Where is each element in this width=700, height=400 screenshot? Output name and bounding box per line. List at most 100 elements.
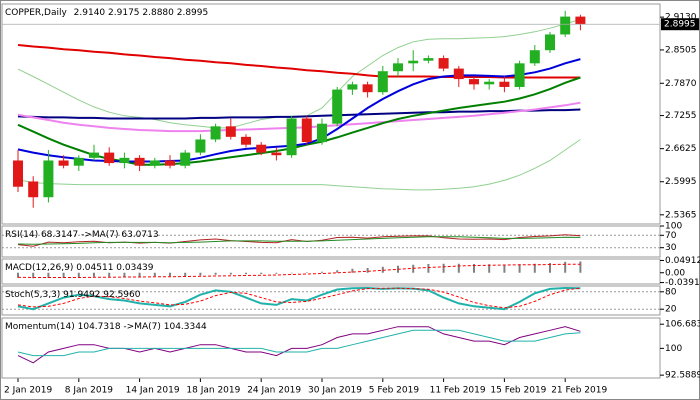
y-tick-label: 0.04912: [665, 256, 700, 266]
y-tick-label: 30: [665, 243, 677, 253]
panel: [17, 326, 581, 364]
candle-body: [438, 58, 449, 69]
y-tick-label: -0.03919: [665, 278, 700, 288]
y-tick-label: 2.6625: [665, 144, 697, 154]
y-tick-label: 2.7870: [665, 79, 697, 89]
title-text: COPPER,Daily: [5, 8, 67, 18]
histogram-bar: [138, 272, 141, 277]
candle-body: [43, 160, 54, 198]
histogram-bar: [579, 261, 582, 273]
y-tick-label: 2.7255: [665, 111, 697, 121]
histogram-bar: [381, 266, 384, 273]
histogram-bar: [17, 272, 19, 278]
histogram-bar: [473, 264, 475, 273]
histogram-bar: [47, 272, 50, 278]
panel-border: [1, 258, 661, 285]
candle-body: [362, 84, 373, 93]
indicator-line: [17, 44, 581, 79]
candle-body: [210, 126, 221, 140]
histogram-bar: [366, 268, 369, 273]
y-tick-label: 0.00: [665, 268, 685, 278]
indicator-line: [17, 236, 581, 245]
histogram-bar: [93, 272, 95, 277]
candle-body: [514, 63, 525, 87]
x-tick-label: 18 Jan 2019: [186, 386, 240, 396]
y-tick-label: 2.5365: [665, 210, 697, 220]
candle-body: [134, 157, 145, 166]
candle-body: [499, 81, 510, 87]
candle-body: [104, 152, 115, 164]
candle-body: [560, 16, 571, 35]
x-tick-label: 8 Jan 2019: [65, 386, 113, 396]
candle-body: [271, 152, 282, 156]
histogram-bar: [153, 272, 156, 277]
ohlc-text: 2.9140 2.9175 2.8880 2.8995: [74, 8, 209, 18]
candle-body: [484, 81, 495, 85]
panel-title: Stoch(5,3,3) 91.9492 92.5960: [5, 290, 141, 300]
x-tick-label: 2 Jan 2019: [4, 386, 52, 396]
last-price-box: [661, 18, 699, 31]
candle-body: [347, 84, 358, 90]
candle-body: [469, 79, 479, 85]
candle-body: [393, 63, 403, 72]
indicator-line: [17, 286, 581, 311]
candle-body: [423, 58, 434, 61]
candle-body: [286, 118, 297, 156]
histogram-bar: [245, 272, 247, 275]
histogram-bar: [229, 272, 232, 275]
histogram-bar: [184, 272, 187, 276]
panel: [13, 10, 586, 208]
y-tick-label: 100: [665, 344, 682, 354]
y-tick-label: 20: [665, 305, 677, 315]
x-tick-label: 5 Feb 2019: [369, 386, 420, 396]
y-tick-label: 70: [665, 231, 677, 241]
histogram-bar: [518, 264, 521, 273]
candle-body: [13, 160, 23, 187]
candle-body: [195, 139, 206, 153]
histogram-bar: [275, 272, 278, 274]
x-tick-label: 14 Jan 2019: [126, 386, 180, 396]
histogram-bar: [214, 272, 217, 275]
histogram-bar: [305, 272, 308, 273]
histogram-bar: [488, 264, 491, 273]
panel: [2, 286, 660, 311]
histogram-bar: [77, 272, 80, 278]
histogram-bar: [62, 272, 65, 278]
indicator-line: [17, 108, 581, 120]
x-tick-label: 11 Feb 2019: [430, 386, 486, 396]
candle-body: [225, 126, 236, 137]
histogram-bar: [427, 264, 430, 273]
indicator-line: [17, 287, 581, 309]
candle-body: [332, 89, 343, 124]
candle-body: [301, 118, 312, 143]
panel-title: COPPER,Daily 2.9140 2.9175 2.8880 2.8995: [5, 8, 208, 18]
candle-body: [256, 144, 267, 153]
candle-body: [575, 16, 586, 25]
panel: [2, 226, 660, 249]
histogram-bar: [123, 272, 126, 277]
histogram-bar: [549, 263, 551, 273]
y-tick-label: 106.6833: [665, 320, 700, 330]
indicator-line: [17, 101, 581, 133]
histogram-bar: [564, 261, 567, 273]
y-tick-label: 2.8505: [665, 45, 697, 55]
panel-border: [1, 3, 661, 225]
y-tick-label: 2.5995: [665, 177, 697, 187]
histogram-bar: [351, 268, 354, 273]
histogram-bar: [442, 263, 445, 273]
histogram-bar: [336, 270, 339, 273]
title-text: Stoch(5,3,3) 91.9492 92.5960: [5, 290, 141, 300]
candle-body: [317, 123, 327, 143]
title-text: Momentum(14) 104.7318 ->MA(7) 104.3344: [5, 322, 207, 332]
x-tick-label: 15 Feb 2019: [490, 386, 546, 396]
candle-body: [165, 160, 175, 166]
histogram-bar: [533, 263, 536, 273]
histogram-bar: [199, 272, 202, 276]
title-text: MACD(12,26,9) 0.04511 0.03439: [5, 263, 154, 273]
candle-body: [149, 160, 160, 166]
candle-body: [453, 68, 464, 80]
indicator-line: [17, 329, 581, 357]
title-text: RSI(14) 68.3147 ->MA(7) 63.0713: [5, 230, 159, 240]
candle-body: [73, 157, 84, 166]
candle-body: [529, 50, 540, 64]
